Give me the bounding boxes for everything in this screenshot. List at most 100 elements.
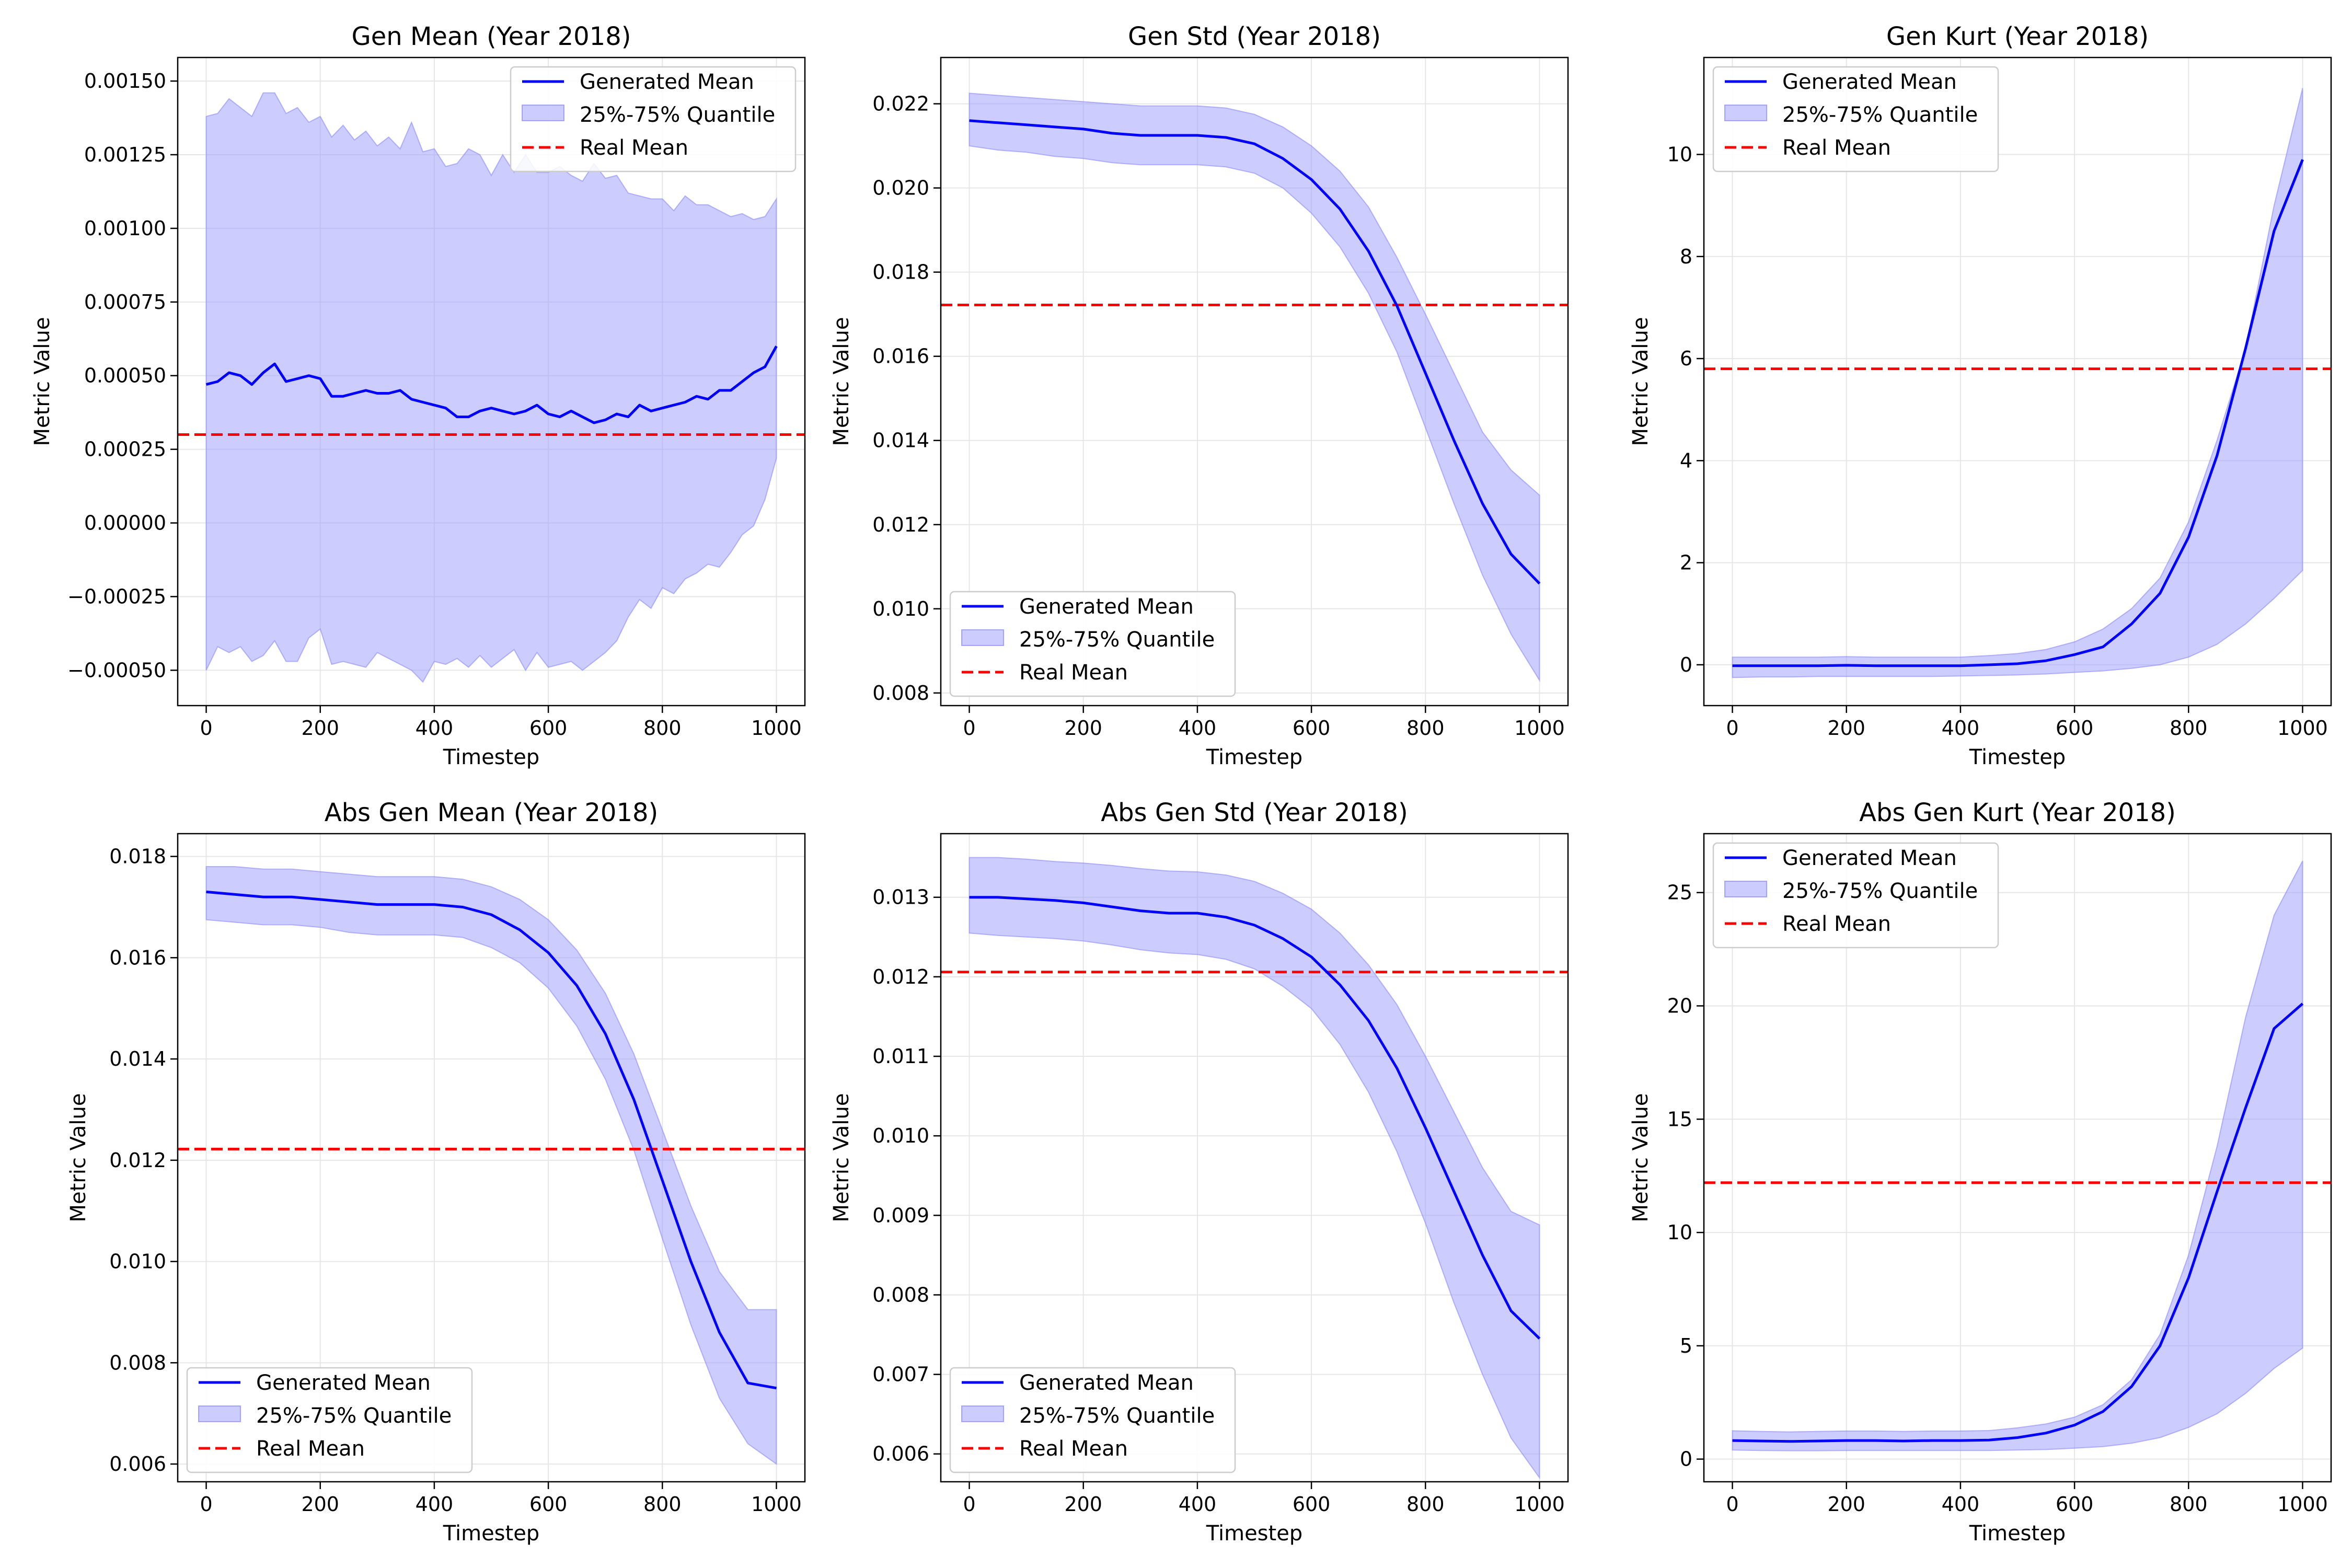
generated-mean-line	[205, 345, 778, 424]
x-tick-label: 1000	[1514, 717, 1565, 740]
y-tick-label: 0.009	[872, 1204, 929, 1227]
x-axis-label: Timestep	[1969, 1521, 2066, 1546]
x-tick-label: 1000	[1514, 1493, 1565, 1516]
quantile-band	[1732, 88, 2303, 678]
x-tick-label: 400	[416, 1493, 454, 1516]
legend-swatch-quantile	[1724, 105, 1767, 121]
legend-box	[1712, 66, 1999, 172]
axes-frame	[940, 833, 1569, 1483]
legend: Generated Mean 25%-75% Quantile Real Mean	[1712, 66, 1999, 172]
x-tick-label: 600	[529, 717, 568, 740]
y-tick-label: 4	[1680, 449, 1692, 472]
legend-box	[186, 1367, 473, 1473]
x-tick-label: 0	[963, 1493, 975, 1516]
quantile-band	[969, 93, 1540, 683]
chart-title: Gen Std (Year 2018)	[1128, 22, 1381, 51]
y-tick-label: −0.00050	[67, 659, 166, 682]
axes-frame	[177, 833, 806, 1483]
y-tick-label: 10	[1667, 1221, 1692, 1244]
y-tick-label: 5	[1680, 1334, 1692, 1357]
generated-mean-line	[969, 896, 1541, 1340]
chart-title: Gen Kurt (Year 2018)	[1886, 22, 2149, 51]
legend: Generated Mean 25%-75% Quantile Real Mean	[510, 66, 797, 172]
legend-label: Generated Mean	[1019, 1371, 1194, 1395]
legend-swatch-quantile	[961, 629, 1004, 646]
legend-label: 25%-75% Quantile	[1019, 1404, 1215, 1428]
legend-label: Generated Mean	[256, 1371, 431, 1395]
chart-panel-3: 0 200 400 600 800 1000 0 2 4 6 8 10 Gen Kurt (Year 2…	[1629, 22, 2332, 769]
y-axis-label: Metric Value	[829, 1093, 854, 1223]
y-tick-label: −0.00025	[67, 585, 166, 608]
y-tick-label: 0.022	[872, 93, 929, 116]
y-tick-label: 0.012	[109, 1149, 166, 1172]
y-tick-label: 0.012	[872, 513, 929, 536]
legend-label: 25%-75% Quantile	[580, 103, 775, 127]
x-tick-label: 200	[301, 1493, 339, 1516]
quantile-band	[205, 866, 777, 1466]
chart-panel-1: 0 200 400 600 800 1000 −0.00050 −0.00025 0.00000…	[30, 22, 806, 769]
x-tick-label: 600	[2056, 1493, 2094, 1516]
legend-swatch-quantile	[961, 1405, 1004, 1422]
legend-label: 25%-75% Quantile	[1782, 103, 1978, 127]
x-tick-label: 0	[1726, 1493, 1738, 1516]
y-axis-label: Metric Value	[1629, 1093, 1653, 1223]
y-tick-label: 8	[1680, 245, 1692, 268]
y-axis-label: Metric Value	[30, 317, 54, 446]
y-tick-label: 0.010	[872, 1124, 929, 1147]
y-tick-label: 2	[1680, 551, 1692, 574]
legend-label: Real Mean	[1019, 661, 1128, 685]
axes-frame	[1703, 56, 2332, 707]
legend-label: 25%-75% Quantile	[256, 1404, 452, 1428]
y-tick-label: 0.016	[109, 946, 166, 969]
x-tick-label: 400	[416, 717, 454, 740]
y-tick-label: 0	[1680, 653, 1692, 676]
x-tick-label: 400	[1179, 1493, 1217, 1516]
chart-panel-6: 0 200 400 600 800 1000 0 5 10 15 20 25 Abs Gen Kurt …	[1629, 798, 2332, 1546]
x-axis-label: Timestep	[1206, 1521, 1302, 1546]
legend: Generated Mean 25%-75% Quantile Real Mean	[186, 1367, 473, 1473]
x-tick-label: 200	[1827, 1493, 1865, 1516]
legend-label: 25%-75% Quantile	[1782, 879, 1978, 903]
y-tick-label: 0.008	[872, 682, 929, 705]
y-tick-label: 0.018	[872, 261, 929, 284]
y-tick-label: 0.006	[109, 1452, 166, 1475]
y-tick-label: 0.013	[872, 886, 929, 909]
legend-swatch-quantile	[198, 1405, 241, 1422]
y-tick-label: 25	[1667, 881, 1692, 904]
x-tick-label: 600	[529, 1493, 568, 1516]
chart-panel-4: 0 200 400 600 800 1000 0.006 0.008 0.010 0.012 0.0…	[66, 798, 806, 1546]
y-tick-label: 6	[1680, 347, 1692, 370]
y-tick-label: 0.00125	[84, 143, 166, 166]
legend-label: Generated Mean	[580, 70, 754, 94]
legend: Generated Mean 25%-75% Quantile Real Mean	[1712, 842, 1999, 949]
x-tick-label: 0	[200, 1493, 212, 1516]
x-tick-label: 400	[1942, 717, 1980, 740]
plot-area	[178, 92, 805, 683]
legend-label: Real Mean	[1782, 136, 1891, 160]
y-tick-label: 0.018	[109, 845, 166, 868]
x-axis-label: Timestep	[1969, 745, 2066, 769]
legend-label: Real Mean	[1782, 912, 1891, 936]
y-tick-label: 0.010	[109, 1250, 166, 1273]
chart-panel-5: 0 200 400 600 800 1000 0.006 0.007 0.008 0.009 0.0…	[829, 798, 1569, 1546]
legend-label: Generated Mean	[1782, 846, 1957, 870]
x-axis-label: Timestep	[443, 745, 539, 769]
x-tick-label: 800	[1406, 717, 1445, 740]
legend-label: Real Mean	[256, 1437, 365, 1461]
plot-area	[941, 93, 1568, 683]
x-tick-label: 400	[1179, 717, 1217, 740]
generated-mean-line	[206, 890, 777, 1390]
x-tick-label: 0	[1726, 717, 1738, 740]
x-tick-label: 0	[963, 717, 975, 740]
generated-mean-line	[1732, 159, 2304, 667]
chart-title: Abs Gen Mean (Year 2018)	[325, 798, 659, 827]
legend-box	[1712, 842, 1999, 949]
quantile-band	[1732, 860, 2303, 1451]
x-axis-label: Timestep	[1206, 745, 1302, 769]
chart-title: Abs Gen Kurt (Year 2018)	[1859, 798, 2176, 827]
y-tick-label: 0	[1680, 1448, 1692, 1471]
legend-label: Real Mean	[580, 136, 688, 160]
y-tick-label: 0.010	[872, 597, 929, 620]
x-tick-label: 1000	[2277, 717, 2328, 740]
